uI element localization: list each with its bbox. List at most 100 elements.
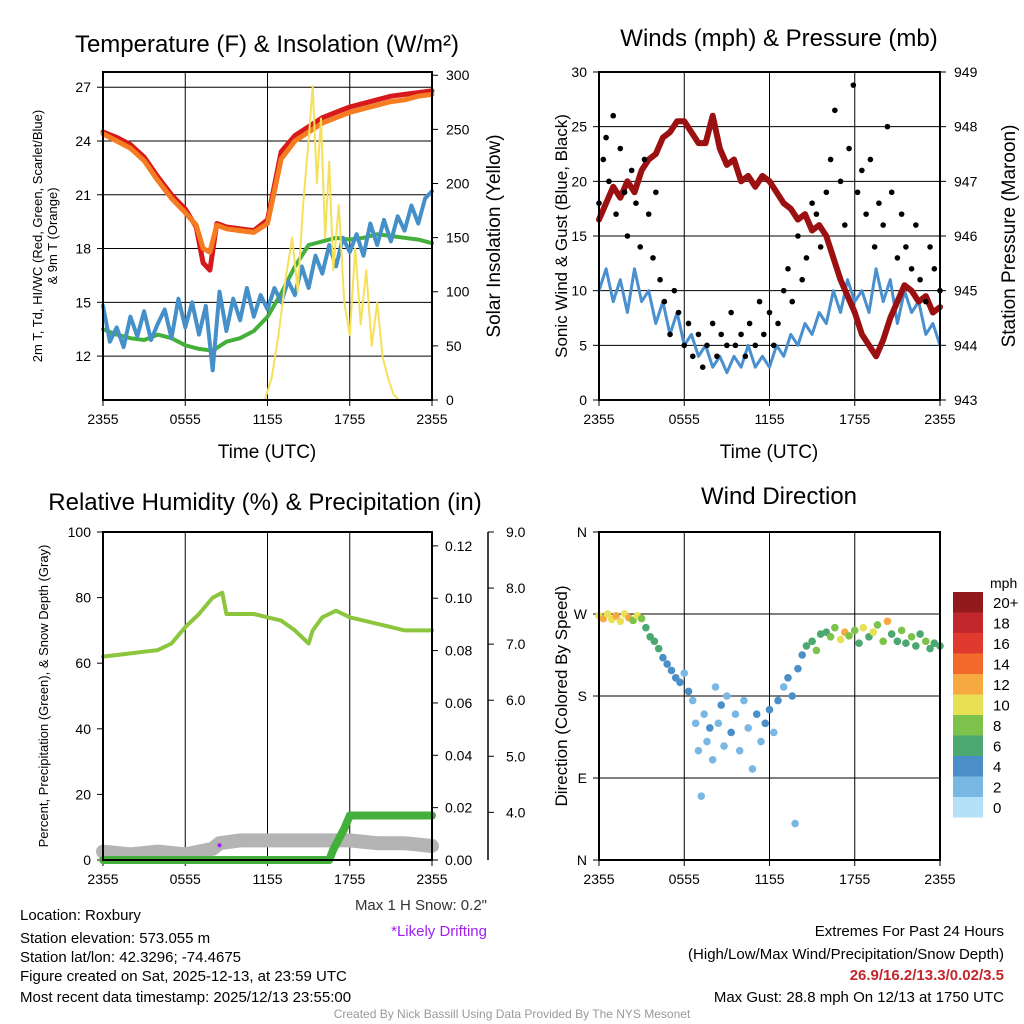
direction-point — [791, 819, 799, 828]
y-tick-label: 40 — [75, 721, 91, 737]
gust-point — [817, 244, 824, 250]
x-tick-label: 1155 — [252, 411, 282, 427]
legend-swatch — [953, 612, 983, 633]
gust-point — [752, 342, 759, 349]
gust-point — [728, 309, 734, 316]
legend-label: 4 — [993, 759, 1001, 776]
gust-point — [785, 266, 791, 272]
gust-point — [775, 320, 781, 327]
x-tick-label: 1155 — [754, 871, 784, 887]
direction-point — [684, 687, 693, 696]
gust-point — [913, 222, 919, 228]
y-tick-label: W — [574, 606, 588, 622]
gust-point — [606, 178, 612, 185]
direction-point — [907, 632, 916, 641]
direction-point — [612, 612, 620, 620]
x-tick-label: 0555 — [170, 411, 201, 427]
series-sonic-wind — [597, 267, 942, 375]
direction-point — [642, 623, 650, 632]
series-solar — [102, 85, 433, 401]
x-tick-label: 2355 — [416, 411, 447, 427]
gust-point — [738, 331, 744, 338]
y-tick-label: 18 — [75, 241, 91, 257]
gust-point — [894, 255, 901, 261]
direction-point — [697, 792, 706, 801]
legend-label: 10 — [993, 698, 1010, 715]
y-tick-label: 100 — [68, 524, 92, 540]
gust-point — [653, 189, 659, 196]
gust-point — [832, 107, 838, 114]
y2-tick-label: 946 — [954, 228, 978, 244]
direction-point — [616, 617, 625, 626]
direction-point — [727, 728, 735, 737]
y-tick-label: 0 — [83, 852, 91, 868]
drifting-marker — [217, 843, 222, 848]
direction-point — [873, 621, 882, 629]
direction-point — [735, 746, 744, 755]
y2-tick-label: 300 — [446, 67, 470, 83]
direction-point — [845, 632, 853, 640]
gust-point — [827, 156, 834, 163]
gust-point — [732, 342, 739, 349]
gust-point — [641, 156, 648, 163]
direction-point — [706, 724, 714, 732]
snow-tick-label: 4.0 — [506, 804, 526, 820]
direction-point — [916, 630, 924, 638]
gust-point — [704, 342, 710, 349]
direction-point — [808, 637, 816, 646]
y2-tick-label: 0.00 — [445, 852, 472, 868]
x-tick-label: 2355 — [583, 871, 614, 887]
legend-swatch — [953, 715, 983, 736]
y-tick-label: 20 — [75, 786, 91, 802]
snow-tick-label: 9.0 — [506, 524, 526, 540]
x-tick-label: 2355 — [87, 411, 118, 427]
temperature-panel-title: Temperature (F) & Insolation (W/m²) — [75, 31, 459, 58]
direction-point — [921, 637, 930, 646]
gust-point — [617, 145, 624, 152]
gust-point — [695, 331, 702, 338]
direction-point — [802, 642, 811, 650]
pressure-y-label: Station Pressure (Maroon) — [999, 125, 1020, 348]
gust-point — [709, 320, 716, 327]
winds-x-label: Time (UTC) — [720, 442, 819, 463]
gust-point — [876, 200, 882, 206]
direction-point — [748, 765, 757, 773]
gust-point — [867, 156, 874, 163]
gust-point — [871, 244, 878, 250]
y2-tick-label: 0.08 — [445, 643, 472, 659]
gust-point — [671, 287, 678, 294]
y2-tick-label: 0.10 — [445, 590, 472, 606]
direction-point — [826, 632, 835, 641]
direction-point — [676, 678, 684, 687]
direction-point — [694, 746, 703, 755]
direction-point — [723, 692, 731, 700]
direction-point — [663, 660, 671, 668]
direction-point — [769, 728, 778, 737]
direction-point — [720, 742, 728, 750]
extremes-values: 26.9/16.2/13.3/0.02/3.5 — [850, 967, 1004, 984]
gust-point — [724, 342, 730, 349]
direction-point — [902, 639, 910, 647]
gust-point — [714, 353, 720, 360]
gust-point — [699, 364, 706, 371]
recent-data-text: Most recent data timestamp: 2025/12/13 2… — [20, 989, 351, 1006]
credit-text: Created By Nick Bassill Using Data Provi… — [334, 1007, 691, 1021]
x-tick-label: 1755 — [334, 871, 365, 887]
legend-label: 18 — [993, 616, 1010, 633]
elevation-text: Station elevation: 573.055 m — [20, 930, 210, 947]
gust-point — [603, 134, 609, 141]
y2-tick-label: 200 — [446, 175, 470, 191]
legend-label: 6 — [993, 739, 1001, 756]
gust-point — [675, 309, 682, 316]
direction-point — [930, 639, 939, 647]
snow-tick-label: 7.0 — [506, 636, 526, 652]
direction-point — [659, 653, 667, 662]
direction-y-label: Direction (Colored By Speed) — [552, 585, 571, 806]
solar-y-label: Solar Insolation (Yellow) — [484, 134, 505, 337]
gust-point — [650, 255, 656, 261]
x-tick-label: 1755 — [839, 411, 870, 427]
gust-point — [931, 266, 938, 272]
direction-point — [654, 644, 663, 653]
y2-tick-label: 50 — [446, 338, 462, 354]
direction-point — [714, 719, 723, 728]
